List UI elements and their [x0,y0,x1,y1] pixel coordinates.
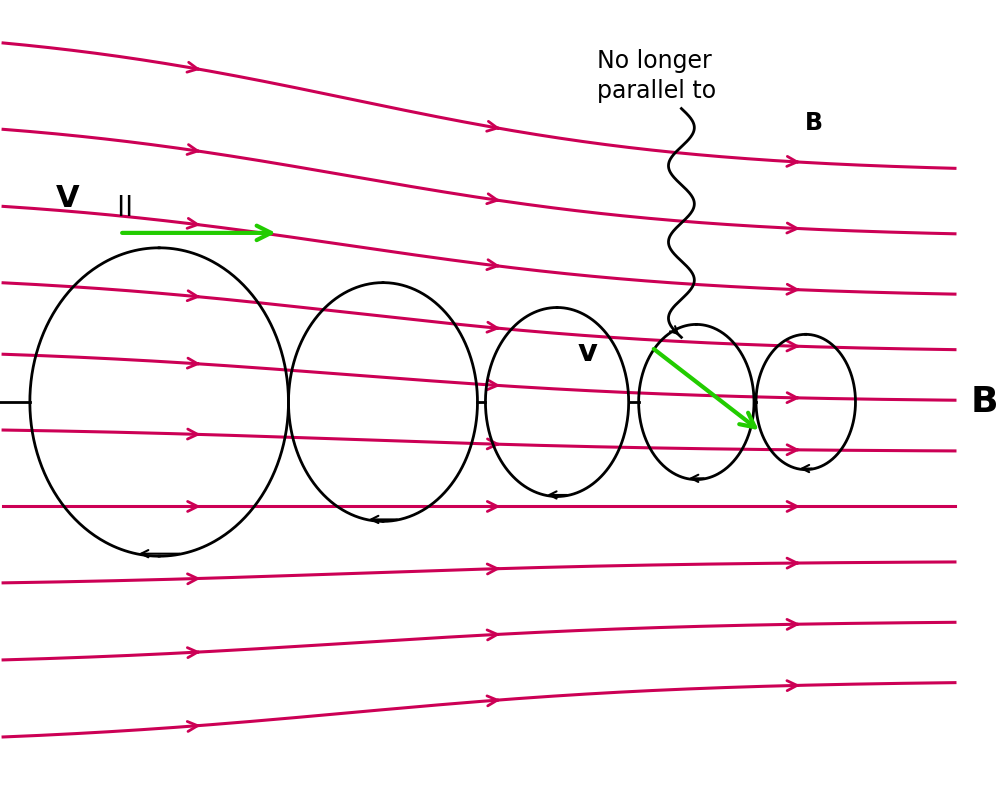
Text: No longer
parallel to: No longer parallel to [597,49,723,103]
Text: $\mathbf{V}$: $\mathbf{V}$ [55,184,80,213]
Text: $\mathbf{B}$: $\mathbf{B}$ [804,111,822,135]
Text: $\mathbf{||}$: $\mathbf{||}$ [116,193,132,218]
Text: $\mathbf{B}$: $\mathbf{B}$ [970,385,997,419]
Text: $\mathbf{v}$: $\mathbf{v}$ [577,338,598,367]
